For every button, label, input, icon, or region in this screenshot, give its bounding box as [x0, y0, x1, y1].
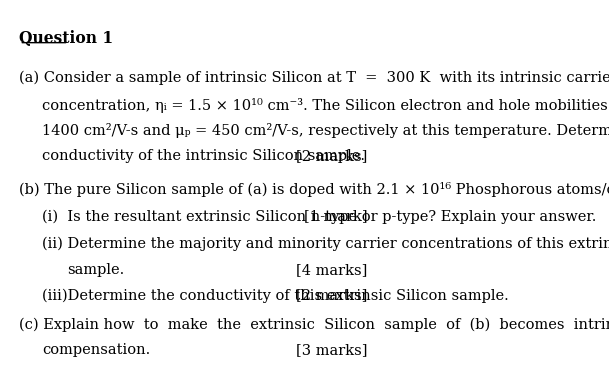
Text: 1400 cm²/V-s and μₚ = 450 cm²/V-s, respectively at this temperature. Determine t: 1400 cm²/V-s and μₚ = 450 cm²/V-s, respe… — [42, 123, 609, 138]
Text: (i)  Is the resultant extrinsic Silicon n-type or p-type? Explain your answer.: (i) Is the resultant extrinsic Silicon n… — [42, 210, 596, 224]
Text: [4 marks]: [4 marks] — [297, 262, 368, 277]
Text: (a) Consider a sample of intrinsic Silicon at T  =  300 K  with its intrinsic ca: (a) Consider a sample of intrinsic Silic… — [19, 70, 609, 84]
Text: Question 1: Question 1 — [19, 30, 113, 47]
Text: [2 marks]: [2 marks] — [297, 288, 368, 302]
Text: (ii) Determine the majority and minority carrier concentrations of this extrinsi: (ii) Determine the majority and minority… — [42, 237, 609, 251]
Text: conductivity of the intrinsic Silicon sample.: conductivity of the intrinsic Silicon sa… — [42, 149, 365, 163]
Text: (c) Explain how  to  make  the  extrinsic  Silicon  sample  of  (b)  becomes  in: (c) Explain how to make the extrinsic Si… — [19, 318, 609, 332]
Text: [2 marks]: [2 marks] — [297, 149, 368, 163]
Text: [3 marks]: [3 marks] — [297, 344, 368, 357]
Text: (b) The pure Silicon sample of (a) is doped with 2.1 × 10¹⁶ Phosphorous atoms/cm: (b) The pure Silicon sample of (a) is do… — [19, 182, 609, 197]
Text: compensation.: compensation. — [42, 344, 150, 357]
Text: [1 mark]: [1 mark] — [304, 210, 368, 224]
Text: (iii)Determine the conductivity of this extrinsic Silicon sample.: (iii)Determine the conductivity of this … — [42, 288, 509, 303]
Text: sample.: sample. — [66, 262, 124, 277]
Text: concentration, ηᵢ = 1.5 × 10¹⁰ cm⁻³. The Silicon electron and hole mobilities ar: concentration, ηᵢ = 1.5 × 10¹⁰ cm⁻³. The… — [42, 98, 609, 112]
